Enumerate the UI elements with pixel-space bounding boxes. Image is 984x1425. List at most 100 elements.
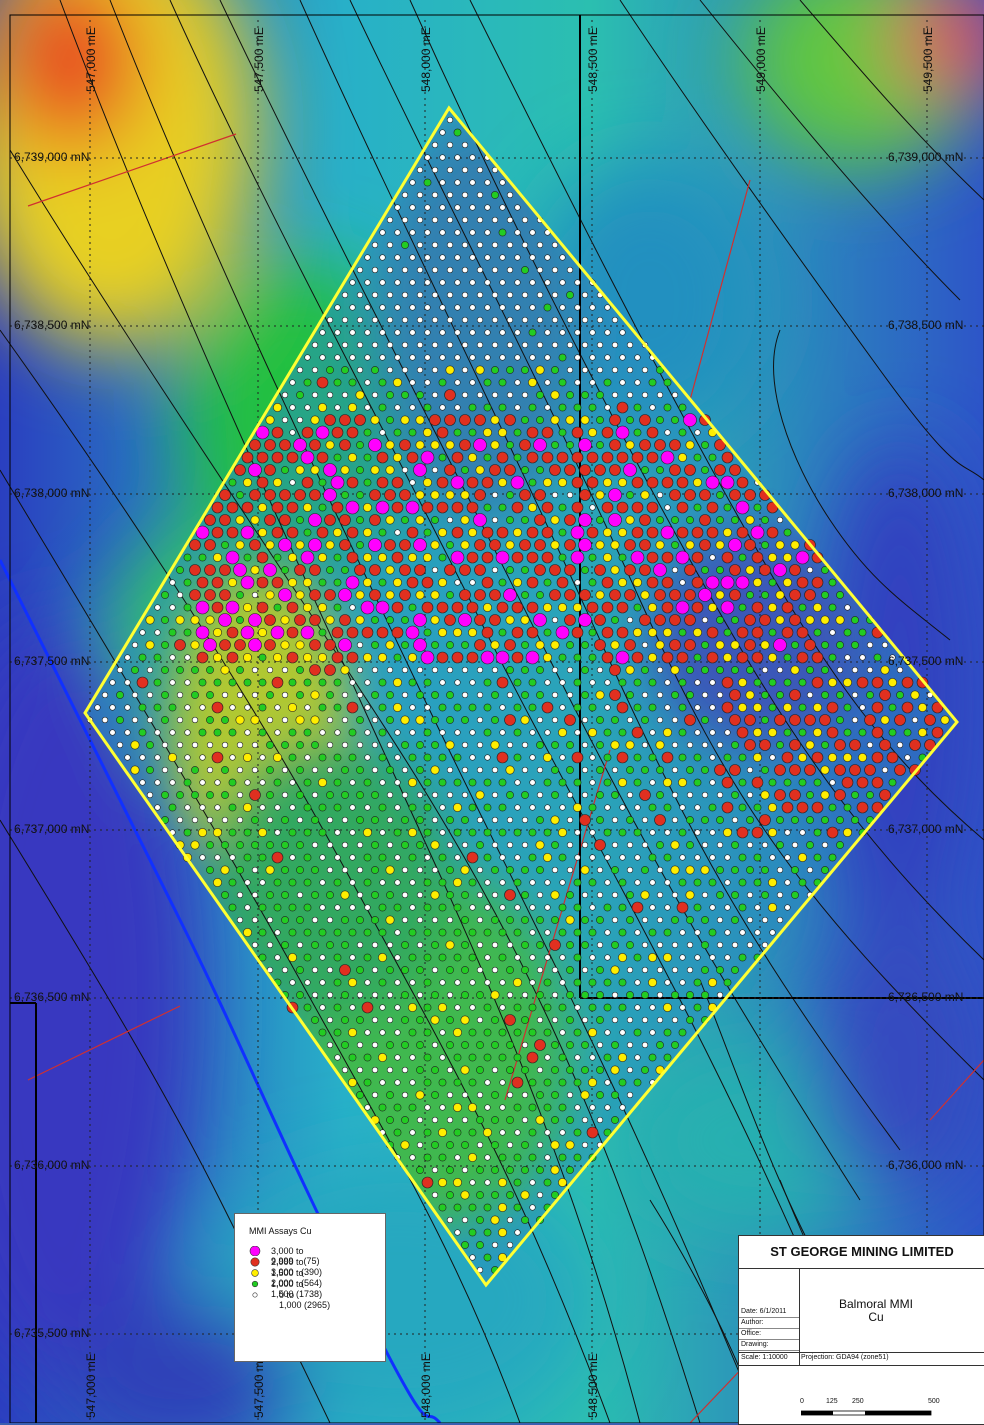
sample-point	[641, 666, 649, 674]
sample-point	[476, 741, 484, 749]
sample-point	[506, 241, 514, 249]
sample-point	[634, 379, 641, 386]
sample-point	[468, 828, 477, 837]
sample-point	[466, 601, 479, 614]
sample-point	[497, 1203, 507, 1213]
sample-point	[333, 453, 342, 462]
sample-point	[813, 853, 822, 862]
sample-point	[529, 804, 536, 811]
sample-point	[199, 804, 206, 811]
sample-point	[536, 866, 544, 874]
sample-point	[214, 779, 221, 786]
sample-point	[709, 779, 716, 786]
sample-point	[811, 751, 824, 764]
sample-point	[514, 904, 521, 911]
sample-point	[184, 729, 191, 736]
sample-point	[639, 514, 651, 526]
sample-point	[506, 366, 514, 374]
sample-point	[431, 641, 439, 649]
sample-point	[841, 776, 854, 789]
sample-point	[649, 829, 656, 836]
sample-point	[679, 804, 686, 811]
sample-point	[326, 891, 334, 899]
sample-point	[491, 816, 499, 824]
sample-point	[423, 178, 432, 187]
sample-point	[234, 464, 246, 476]
sample-point	[394, 529, 401, 536]
sample-point	[744, 489, 756, 501]
sample-point	[581, 1066, 589, 1074]
sample-point	[378, 753, 387, 762]
sample-point	[348, 928, 357, 937]
sample-point	[491, 891, 499, 899]
sample-point	[686, 816, 694, 824]
sample-point	[476, 191, 484, 199]
sample-point	[566, 966, 574, 974]
sample-point	[573, 653, 582, 662]
sample-point	[326, 1041, 334, 1049]
sample-point	[511, 601, 524, 614]
sample-point	[379, 1004, 386, 1011]
sample-point	[618, 903, 627, 912]
sample-point	[430, 540, 440, 550]
sample-point	[789, 764, 801, 776]
sample-point	[851, 691, 859, 699]
sample-point	[438, 1203, 447, 1212]
scalebar-label: 250	[852, 1398, 864, 1405]
sample-point	[468, 1028, 477, 1037]
sample-point	[604, 1079, 611, 1086]
sample-point	[513, 828, 522, 837]
sample-point	[664, 504, 671, 511]
sample-point	[722, 827, 732, 837]
sample-point	[460, 865, 470, 875]
sample-point	[679, 954, 686, 961]
sample-point	[424, 854, 431, 861]
sample-point	[551, 1041, 559, 1049]
sample-point	[826, 701, 839, 714]
sample-point	[806, 791, 814, 799]
sample-point	[386, 616, 394, 624]
sample-point	[355, 615, 365, 625]
sample-point	[394, 354, 401, 361]
sample-point	[394, 754, 401, 761]
sample-point	[251, 691, 259, 699]
sample-point	[521, 841, 529, 849]
sample-point	[812, 602, 822, 612]
sample-point	[379, 1079, 386, 1086]
sample-point	[604, 404, 611, 411]
sample-point	[326, 366, 334, 374]
sample-point	[716, 841, 724, 849]
sample-point	[346, 651, 359, 664]
sample-point	[581, 791, 589, 799]
sample-point	[484, 179, 491, 186]
sample-point	[484, 954, 491, 961]
sample-point	[708, 928, 717, 937]
sample-point	[333, 953, 342, 962]
sample-point	[715, 640, 725, 650]
sample-point	[544, 254, 551, 261]
sample-point	[251, 766, 259, 774]
sample-point	[271, 526, 284, 539]
sample-point	[604, 329, 611, 336]
sample-point	[271, 501, 284, 514]
sample-point	[354, 564, 366, 576]
sample-point	[491, 316, 499, 324]
sample-point	[386, 1016, 394, 1024]
sample-point	[356, 1041, 364, 1049]
sample-point	[513, 1203, 522, 1212]
sample-point	[731, 791, 739, 799]
sample-point	[571, 476, 584, 489]
sample-point	[304, 704, 311, 711]
sample-point	[294, 564, 306, 576]
sample-point	[812, 702, 822, 712]
sample-point	[461, 316, 469, 324]
sample-point	[385, 640, 395, 650]
sample-point	[610, 1065, 620, 1075]
easting-label-bottom: 547,500 mE	[252, 1353, 266, 1418]
sample-point	[296, 791, 304, 799]
sample-point	[684, 714, 696, 726]
sample-point	[589, 679, 596, 686]
sample-point	[736, 626, 749, 639]
sample-point	[871, 676, 884, 689]
sample-point	[594, 839, 606, 851]
